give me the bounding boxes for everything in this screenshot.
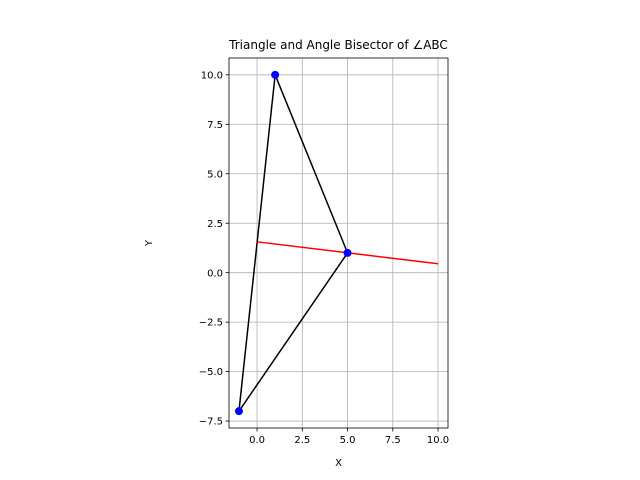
y-tick-label: 0.0 (207, 268, 223, 279)
axes-frame (228, 57, 449, 429)
y-axis-label: Y (144, 239, 155, 247)
y-tick-label: −7.5 (199, 417, 223, 428)
x-axis-label: X (335, 458, 342, 469)
x-tick-label: 10.0 (427, 435, 449, 446)
chart-title: Triangle and Angle Bisector of ∠ABC (228, 38, 448, 52)
ticks: 0.0 2.5 5.0 7.5 10.0 −7.5 −5.0 −2.5 0.0 2.5 5.0 7.5… (199, 70, 449, 446)
vertex-point (234, 407, 243, 416)
x-tick-label: 2.5 (294, 435, 310, 446)
x-tick-label: 7.5 (385, 435, 401, 446)
y-tick-label: 10.0 (201, 70, 223, 81)
y-tick-label: 2.5 (207, 219, 223, 230)
y-tick-label: −2.5 (199, 318, 223, 329)
vertex-point (271, 70, 280, 79)
vertex-point (343, 248, 352, 257)
x-tick-label: 0.0 (249, 435, 265, 446)
y-tick-label: 5.0 (207, 169, 223, 180)
y-tick-label: −5.0 (199, 367, 223, 378)
y-tick-label: 7.5 (207, 120, 223, 131)
x-tick-label: 5.0 (340, 435, 356, 446)
vertex-points (234, 70, 352, 416)
triangle-line (238, 74, 349, 412)
grid (229, 58, 448, 428)
